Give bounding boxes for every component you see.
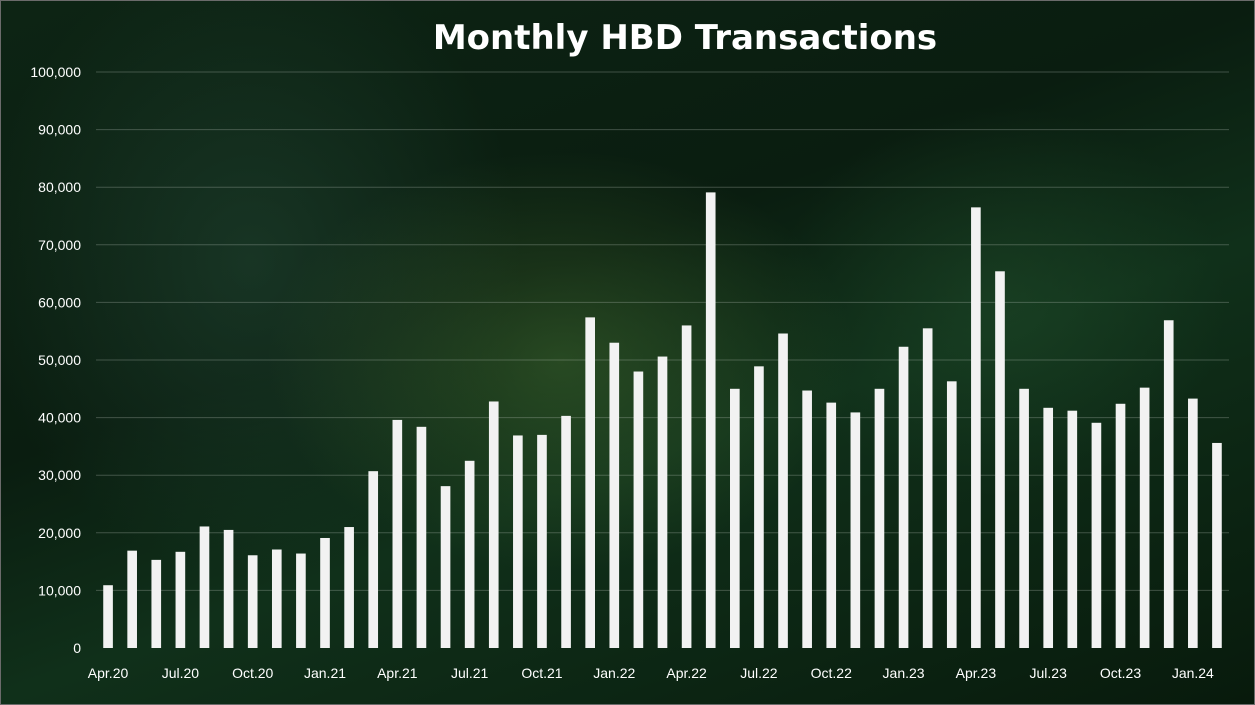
bar (874, 388, 885, 648)
bar (127, 550, 137, 648)
bar (802, 390, 812, 648)
bar (223, 529, 234, 648)
y-tick-label: 10,000 (38, 582, 81, 598)
bar (561, 415, 571, 648)
bar (826, 402, 837, 648)
bar (440, 486, 451, 648)
y-tick-label: 30,000 (38, 467, 81, 483)
bar (657, 356, 668, 648)
chart-title: Monthly HBD Transactions (433, 18, 937, 58)
x-tick-label: Oct.22 (811, 665, 852, 681)
bars (103, 192, 1222, 649)
bar (1188, 398, 1198, 648)
x-tick-label: Apr.21 (377, 665, 418, 681)
x-tick-label: Jul.20 (162, 665, 200, 681)
y-tick-label: 50,000 (38, 352, 81, 368)
bar (296, 553, 306, 648)
bar (199, 526, 210, 648)
bar (416, 426, 427, 648)
bar (271, 549, 282, 648)
y-tick-label: 90,000 (38, 122, 81, 138)
bar (778, 333, 788, 648)
x-tick-label: Jul.23 (1030, 665, 1068, 681)
bar (971, 207, 981, 649)
x-tick-label: Oct.20 (232, 665, 273, 681)
bar (175, 551, 186, 648)
bar (705, 192, 716, 648)
bar (103, 585, 113, 648)
bar (1212, 442, 1222, 648)
x-tick-label: Oct.23 (1100, 665, 1141, 681)
x-tick-label: Apr.22 (666, 665, 707, 681)
x-tick-label: Jan.21 (304, 665, 346, 681)
y-tick-label: 70,000 (38, 237, 81, 253)
y-axis-tick-labels: 0 10,000 20,000 30,000 40,000 50,000 60,000 70,… (30, 64, 81, 656)
x-tick-label: Jan.24 (1172, 665, 1214, 681)
y-tick-label: 100,000 (30, 64, 81, 80)
y-tick-label: 0 (73, 640, 81, 656)
bar (1091, 422, 1102, 648)
bar (633, 371, 644, 648)
bar (320, 537, 330, 648)
bar (1019, 388, 1029, 648)
bar (1139, 387, 1150, 648)
x-tick-label: Apr.23 (956, 665, 997, 681)
bar (729, 388, 740, 648)
y-tick-label: 60,000 (38, 294, 81, 310)
bar (1115, 403, 1126, 648)
bar (946, 381, 957, 648)
bar (247, 555, 258, 648)
x-tick-label: Jul.21 (451, 665, 489, 681)
x-tick-label: Jan.23 (883, 665, 925, 681)
bar (609, 342, 620, 648)
bar (922, 328, 933, 648)
y-tick-label: 40,000 (38, 410, 81, 426)
bar (850, 412, 861, 648)
x-tick-label: Jul.22 (740, 665, 778, 681)
bar (1043, 407, 1054, 648)
bar (681, 325, 692, 648)
bar (464, 460, 475, 648)
bar (151, 559, 162, 648)
bar (754, 366, 764, 648)
bar (488, 401, 499, 648)
bar (898, 346, 909, 648)
x-tick-label: Oct.21 (521, 665, 562, 681)
bar (368, 471, 379, 648)
bar (1163, 320, 1174, 648)
y-tick-label: 80,000 (38, 179, 81, 195)
bar (585, 317, 596, 648)
bar (537, 434, 547, 648)
x-tick-label: Apr.20 (88, 665, 129, 681)
y-tick-label: 20,000 (38, 525, 81, 541)
bar (392, 419, 403, 648)
bar (1067, 410, 1078, 648)
bar (513, 435, 523, 648)
bar (344, 527, 354, 648)
x-axis-tick-labels: Apr.20 Jul.20 Oct.20 Jan.21 Apr.21 Jul.21 Oct.… (88, 665, 1214, 681)
x-tick-label: Jan.22 (593, 665, 635, 681)
bar (995, 271, 1005, 648)
